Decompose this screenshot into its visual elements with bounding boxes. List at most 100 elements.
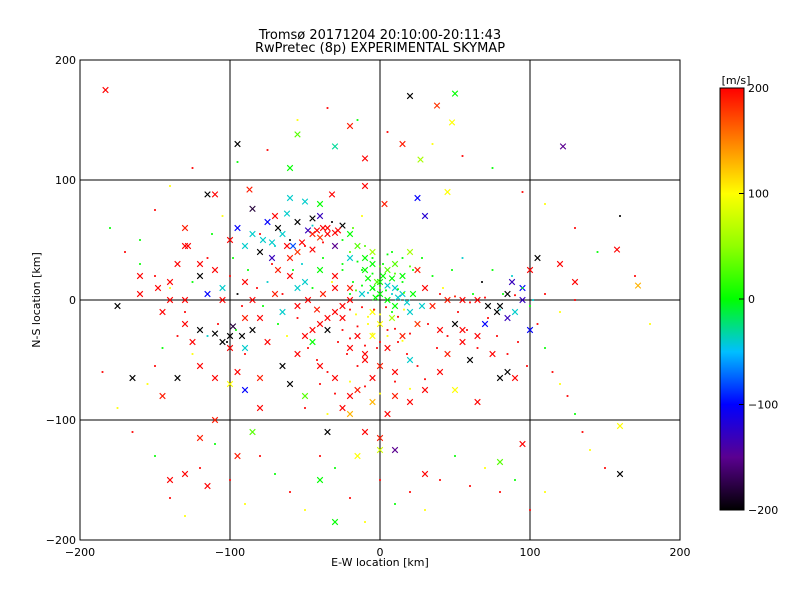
data-point-cross <box>241 242 249 250</box>
data-point-dot <box>334 467 336 469</box>
data-point-dot <box>277 323 279 325</box>
data-point-dot <box>397 341 399 343</box>
data-point-cross <box>279 308 286 316</box>
data-point-cross <box>313 227 321 234</box>
data-point-dot <box>373 288 375 291</box>
y-tick-label: −100 <box>46 414 76 427</box>
data-point-cross <box>414 266 421 274</box>
data-point-dot <box>319 383 321 385</box>
data-point-cross <box>459 296 466 304</box>
data-point-cross <box>417 156 424 163</box>
data-point-cross <box>204 290 211 298</box>
data-point-cross <box>316 320 324 328</box>
data-point-dot <box>266 281 269 283</box>
data-point-cross <box>264 218 271 226</box>
data-point-dot <box>469 301 471 304</box>
data-point-cross <box>234 452 241 460</box>
data-point-dot <box>236 293 239 295</box>
data-point-dot <box>334 392 336 395</box>
data-point-cross <box>429 302 436 310</box>
data-point-cross <box>226 332 234 340</box>
data-point-cross <box>474 332 481 340</box>
data-point-dot <box>431 143 434 145</box>
data-point-cross <box>286 380 294 388</box>
data-point-cross <box>316 234 324 241</box>
data-point-dot <box>367 315 369 318</box>
data-point-dot <box>397 315 399 318</box>
data-point-cross <box>388 314 396 322</box>
data-point-cross <box>286 254 294 262</box>
data-point-dot <box>526 365 528 367</box>
data-point-cross <box>249 205 256 212</box>
data-point-cross <box>504 290 511 298</box>
colorbar-tick-label: −200 <box>748 504 778 517</box>
data-point-dot <box>454 295 456 298</box>
data-point-dot <box>274 473 276 475</box>
data-point-dot <box>409 491 411 493</box>
data-point-dot <box>619 215 621 217</box>
data-point-dot <box>391 311 393 313</box>
data-point-dot <box>371 332 374 335</box>
data-point-cross <box>316 476 324 484</box>
data-point-dot <box>379 392 381 395</box>
data-point-dot <box>176 335 179 337</box>
data-point-cross <box>324 326 331 334</box>
data-point-cross <box>376 320 384 328</box>
data-point-cross <box>301 332 309 340</box>
y-axis-label: N-S location [km] <box>30 252 43 348</box>
data-point-dot <box>379 479 381 481</box>
data-point-cross <box>361 428 369 436</box>
data-point-cross <box>369 332 376 340</box>
data-point-cross <box>339 314 346 322</box>
data-point-dot <box>439 293 441 295</box>
data-point-cross <box>331 518 339 526</box>
data-point-dot <box>154 275 156 277</box>
data-point-dot <box>364 245 366 247</box>
data-point-dot <box>476 347 479 349</box>
data-point-cross <box>241 278 249 286</box>
data-point-cross <box>406 356 414 364</box>
data-point-cross <box>331 143 339 150</box>
data-point-dot <box>364 521 366 523</box>
data-point-cross <box>346 254 354 262</box>
data-point-cross <box>414 320 421 328</box>
data-point-cross <box>219 338 226 346</box>
data-point-cross <box>159 392 166 400</box>
data-point-cross <box>511 374 519 382</box>
data-point-dot <box>146 383 149 385</box>
data-point-cross <box>331 272 339 280</box>
data-point-dot <box>304 245 306 247</box>
data-point-cross <box>313 306 321 313</box>
colorbar-tick-label: −100 <box>748 399 778 412</box>
data-point-cross <box>361 254 369 262</box>
data-point-dot <box>341 269 344 271</box>
data-point-dot <box>431 275 434 277</box>
data-point-dot <box>296 317 299 319</box>
data-point-cross <box>534 254 541 262</box>
data-point-cross <box>241 386 249 394</box>
data-point-dot <box>331 281 333 283</box>
data-point-cross <box>504 368 511 376</box>
data-point-dot <box>379 287 381 289</box>
data-point-dot <box>352 227 354 229</box>
colorbar-tick-label: 100 <box>748 188 769 201</box>
data-point-cross <box>406 308 414 316</box>
data-point-dot <box>349 380 351 383</box>
data-point-cross <box>399 140 406 148</box>
data-point-cross <box>376 446 384 454</box>
data-point-dot <box>281 293 284 295</box>
data-point-dot <box>256 287 258 289</box>
data-point-cross <box>376 434 384 442</box>
data-point-dot <box>355 289 357 292</box>
data-point-cross <box>301 198 309 205</box>
data-point-cross <box>294 218 301 226</box>
data-point-dot <box>101 371 104 373</box>
data-point-cross <box>346 230 354 238</box>
data-point-dot <box>491 167 494 169</box>
data-point-dot <box>307 347 309 349</box>
data-point-dot <box>154 365 156 367</box>
data-point-dot <box>361 215 363 217</box>
grid-lines <box>80 60 680 540</box>
data-point-cross <box>519 440 526 448</box>
